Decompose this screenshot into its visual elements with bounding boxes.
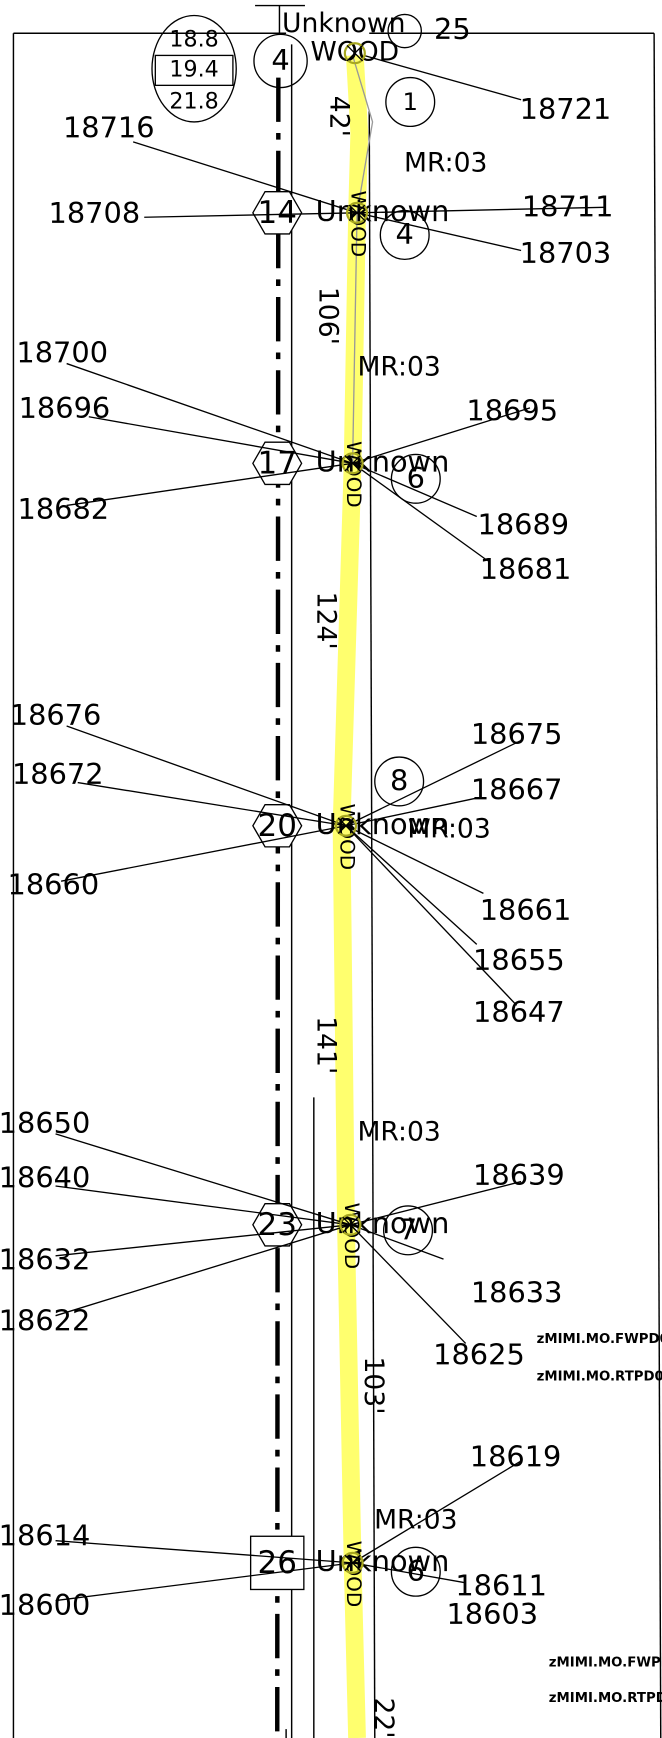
ref-number: 18622: [0, 1303, 90, 1337]
owner-label: Unknown: [316, 194, 450, 228]
pole-number: 14: [258, 195, 297, 231]
ref-number: 18708: [49, 196, 141, 230]
ref-number: 18660: [8, 868, 100, 902]
page: {"header":{"table":["18.8","19.4","21.8"…: [0, 0, 662, 1738]
leader-line: [61, 826, 346, 881]
mr-label: MR:03: [357, 351, 440, 382]
ref-number: 18655: [473, 943, 565, 977]
ref-number: 18647: [473, 995, 565, 1029]
leader-line: [89, 417, 353, 464]
ref-number: 18619: [470, 1440, 562, 1474]
circle-number: 1: [402, 87, 418, 116]
note: zMIMI.MO.FWPD02: [537, 1332, 662, 1347]
leader-line: [56, 1225, 351, 1316]
ref-number: 18695: [466, 393, 558, 427]
note: zMIMI.MO.FWPD0: [549, 1656, 662, 1671]
table-value: 19.4: [169, 56, 218, 82]
ref-number: 18640: [0, 1160, 90, 1194]
note: zMIMI.MO.RTPD01: [537, 1370, 662, 1385]
ref-number: 18676: [10, 698, 102, 732]
ref-number: 18689: [478, 507, 570, 541]
mr-label: MR:03: [404, 148, 487, 179]
leader-line: [56, 1563, 353, 1601]
diagram: 18.819.421.84125UnknownWOOD1872114Unknow…: [0, 0, 662, 1738]
ref-number: 18696: [19, 391, 111, 425]
circle-number: 6: [407, 461, 425, 495]
mr-label: MR:03: [374, 1504, 457, 1535]
tag-number: 25: [434, 12, 471, 46]
ref-number: 18614: [0, 1518, 90, 1552]
ref-number: 18700: [16, 336, 108, 370]
leader-line: [67, 463, 353, 505]
ref-number: 18716: [63, 111, 155, 145]
mr-label: MR:03: [357, 1116, 440, 1147]
span-length: 124': [310, 592, 341, 650]
pole-number: 20: [258, 808, 297, 844]
circle-number: 8: [390, 764, 408, 798]
ref-number: 18667: [471, 772, 563, 806]
ref-number: 18625: [433, 1338, 525, 1372]
span-length: 106': [313, 287, 344, 345]
leader-line: [56, 1134, 351, 1225]
leader-line: [78, 783, 346, 826]
circle-number: 7: [399, 1212, 417, 1246]
ref-number: 18681: [480, 552, 572, 586]
mr-label: MR:03: [407, 814, 490, 845]
ref-number: 18703: [520, 236, 612, 270]
pole-number: 17: [258, 445, 297, 481]
owner-label: Unknown: [316, 1206, 450, 1240]
ref-number: 18672: [12, 757, 104, 791]
table-value: 18.8: [169, 26, 218, 52]
owner-label: Unknown: [316, 444, 450, 478]
note: zMIMI.MO.RTPD0: [549, 1691, 662, 1706]
circle-number: 6: [407, 1554, 425, 1588]
owner-label: Unknown: [282, 8, 405, 39]
ref-number: 18661: [480, 893, 572, 927]
material-label: WOOD: [340, 1203, 364, 1269]
pole-number: 26: [258, 1545, 297, 1581]
ref-number: 18639: [473, 1158, 565, 1192]
ref-number: 18632: [0, 1242, 90, 1276]
material-label: WOOD: [342, 1541, 366, 1607]
owner-label: Unknown: [316, 1544, 450, 1578]
span-length: 103': [358, 1356, 389, 1414]
ref-number: 18603: [446, 1597, 538, 1631]
centerline: [277, 78, 278, 1738]
circle-number: 4: [271, 43, 289, 77]
span-length: 42': [324, 96, 355, 137]
ref-number: 18711: [522, 189, 614, 223]
table-value: 21.8: [169, 88, 218, 114]
ref-number: 18650: [0, 1106, 90, 1140]
span-length: 22': [368, 1697, 399, 1738]
span-length: 141': [310, 1016, 341, 1074]
ref-number: 18633: [471, 1276, 563, 1310]
leader-line: [56, 1186, 351, 1225]
ref-number: 18675: [471, 717, 563, 751]
ref-number: 18721: [520, 92, 612, 126]
circle-number: 4: [396, 217, 414, 251]
material-label: WOOD: [335, 804, 359, 870]
route-highlight: [342, 55, 360, 1738]
leader-line: [67, 726, 346, 826]
ref-number: 18682: [18, 492, 110, 526]
pole-number: 23: [258, 1207, 297, 1243]
ref-number: 18600: [0, 1588, 90, 1622]
leader-line: [56, 1541, 353, 1563]
material-label: WOOD: [342, 441, 366, 507]
material-label: WOOD: [347, 191, 371, 257]
leader-line: [56, 1225, 351, 1256]
